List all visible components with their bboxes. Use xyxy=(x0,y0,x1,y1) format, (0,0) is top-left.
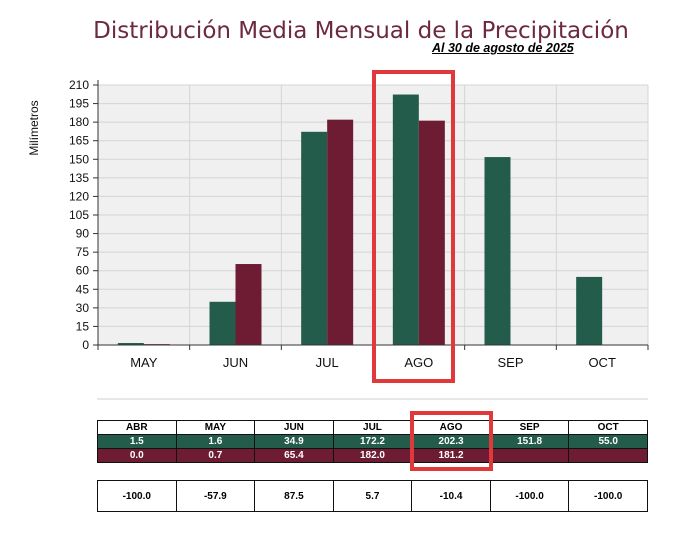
header-cell: AGO xyxy=(411,420,491,435)
y-tick-label: 195 xyxy=(69,97,89,111)
table-cell: 151.8 xyxy=(489,434,570,449)
y-axis-title: Milímetros xyxy=(27,100,41,155)
table-cell: 55.0 xyxy=(568,434,648,449)
x-tick-label: OCT xyxy=(588,355,616,370)
table-cell: 172.2 xyxy=(332,434,413,449)
bar xyxy=(117,343,144,345)
x-tick-label: AGO xyxy=(404,355,433,370)
y-tick-label: 15 xyxy=(76,319,90,333)
table-cell: 0.7 xyxy=(175,448,256,463)
bar xyxy=(392,94,419,346)
bar xyxy=(209,301,236,345)
y-tick-label: 60 xyxy=(76,264,90,278)
header-cell: MAY xyxy=(175,420,256,435)
bar xyxy=(327,119,354,346)
bar xyxy=(576,276,603,345)
table-header-row: ABR MAY JUN JUL AGO SEP OCT xyxy=(97,420,648,435)
header-cell: JUL xyxy=(332,420,413,435)
table-cell xyxy=(568,448,648,463)
table-cell: 182.0 xyxy=(332,448,413,463)
table-row: 1.5 1.6 34.9 172.2 202.3 151.8 55.0 xyxy=(97,434,648,449)
x-tick-label: JUL xyxy=(316,355,339,370)
diff-cell: -100.0 xyxy=(568,480,648,512)
y-tick-label: 150 xyxy=(69,152,89,166)
diff-cell: 5.7 xyxy=(332,480,413,512)
bar xyxy=(484,157,511,345)
x-tick-label: JUN xyxy=(223,355,248,370)
highlight-box-chart xyxy=(372,70,455,383)
precipitation-chart: 0 15 30 45 60 75 90 105 120 135 150 165 180 195 210 MAY… xyxy=(27,78,649,400)
table-cell: 34.9 xyxy=(254,434,334,449)
header-cell: OCT xyxy=(568,420,648,435)
header-cell: SEP xyxy=(489,420,570,435)
y-tick-label: 0 xyxy=(82,338,89,352)
y-tick-label: 165 xyxy=(69,134,89,148)
y-tick-label: 90 xyxy=(76,227,90,241)
header-cell: JUN xyxy=(254,420,334,435)
y-tick-label: 210 xyxy=(69,78,89,92)
y-tick-label: 75 xyxy=(76,245,90,259)
x-tick-label: MAY xyxy=(130,355,158,370)
diff-cell: 87.5 xyxy=(254,480,334,512)
table-cell: 1.5 xyxy=(97,434,177,449)
bar xyxy=(418,120,445,346)
x-tick-label: SEP xyxy=(497,355,523,370)
diff-cell: -57.9 xyxy=(175,480,256,512)
diff-cell: -100.0 xyxy=(97,480,177,512)
y-tick-label: 180 xyxy=(69,115,89,129)
chart-title: Distribución Media Mensual de la Precipi… xyxy=(93,18,629,44)
table-row: 0.0 0.7 65.4 182.0 181.2 xyxy=(97,448,648,463)
bar xyxy=(235,264,262,345)
y-tick-label: 135 xyxy=(69,171,89,185)
y-tick-label: 105 xyxy=(69,208,89,222)
chart-subtitle: Al 30 de agosto de 2025 xyxy=(432,41,574,55)
table-cell: 181.2 xyxy=(411,448,491,463)
difference-table: -100.0 -57.9 87.5 5.7 -10.4 -100.0 -100.… xyxy=(97,480,648,512)
y-tick-label: 120 xyxy=(69,189,89,203)
difference-row: -100.0 -57.9 87.5 5.7 -10.4 -100.0 -100.… xyxy=(97,480,648,512)
highlight-box-table xyxy=(410,411,493,471)
bar xyxy=(301,131,328,345)
table-cell: 1.6 xyxy=(175,434,256,449)
y-tick-label: 45 xyxy=(76,282,90,296)
diff-cell: -100.0 xyxy=(489,480,570,512)
diff-cell: -10.4 xyxy=(411,480,491,512)
bars xyxy=(117,94,603,346)
table-cell xyxy=(489,448,570,463)
table-cell: 65.4 xyxy=(254,448,334,463)
data-table: ABR MAY JUN JUL AGO SEP OCT 1.5 1.6 34.9… xyxy=(97,420,648,463)
y-tick-label: 30 xyxy=(76,301,90,315)
axes: 0 15 30 45 60 75 90 105 120 135 150 165 180 195 210 MAY… xyxy=(69,78,649,400)
header-cell: ABR xyxy=(97,420,177,435)
table-cell: 202.3 xyxy=(411,434,491,449)
table-cell: 0.0 xyxy=(97,448,177,463)
